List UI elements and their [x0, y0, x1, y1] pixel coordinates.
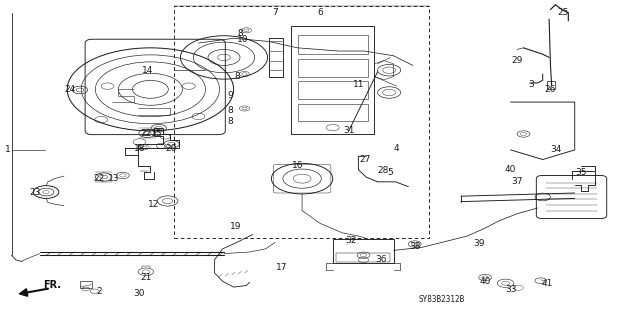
- Text: 30: 30: [134, 289, 145, 298]
- Text: 5: 5: [388, 168, 393, 177]
- Text: 28: 28: [377, 166, 388, 175]
- Text: 27: 27: [359, 155, 371, 164]
- Text: 13: 13: [108, 174, 120, 183]
- Bar: [80, 281, 92, 288]
- Bar: [333, 239, 394, 263]
- Bar: [269, 38, 283, 77]
- Text: 8: 8: [237, 29, 243, 38]
- Text: 6: 6: [317, 8, 323, 17]
- Text: 21: 21: [140, 273, 152, 282]
- Text: 35: 35: [575, 168, 587, 177]
- Text: 8: 8: [228, 106, 233, 115]
- Text: 16: 16: [292, 161, 303, 170]
- Text: 11: 11: [353, 80, 364, 89]
- Text: 15: 15: [151, 130, 163, 138]
- Text: 20: 20: [166, 144, 177, 153]
- Text: 2: 2: [97, 287, 102, 296]
- Text: 34: 34: [550, 145, 561, 154]
- Text: 40: 40: [505, 165, 516, 174]
- Text: 4: 4: [394, 144, 399, 153]
- Text: 12: 12: [148, 200, 159, 209]
- Text: 18: 18: [134, 144, 145, 153]
- Text: 25: 25: [557, 8, 569, 17]
- Text: 37: 37: [511, 177, 523, 186]
- Text: SY83B2312B: SY83B2312B: [419, 295, 465, 304]
- Bar: [298, 81, 368, 99]
- Text: 17: 17: [276, 263, 287, 272]
- Text: 32: 32: [345, 236, 356, 245]
- Text: 22: 22: [93, 174, 105, 183]
- Text: 8: 8: [234, 72, 239, 81]
- Text: 3: 3: [529, 80, 534, 89]
- Text: 8: 8: [228, 117, 233, 126]
- Text: 31: 31: [343, 126, 355, 135]
- Text: 23: 23: [29, 189, 41, 197]
- Text: 10: 10: [237, 35, 249, 44]
- Text: 33: 33: [505, 285, 516, 294]
- Bar: [547, 81, 555, 89]
- Text: 26: 26: [545, 85, 556, 94]
- Text: 24: 24: [65, 85, 76, 94]
- Bar: [298, 35, 368, 54]
- Text: 1: 1: [5, 145, 10, 154]
- Text: FR.: FR.: [44, 280, 61, 290]
- Text: 29: 29: [511, 56, 523, 65]
- Text: 39: 39: [473, 239, 484, 248]
- Text: 36: 36: [375, 255, 387, 263]
- Text: 14: 14: [141, 66, 153, 75]
- Text: 40: 40: [479, 277, 491, 286]
- Bar: [298, 104, 368, 121]
- Text: 22: 22: [140, 130, 152, 138]
- Bar: [336, 253, 390, 262]
- Text: 9: 9: [228, 91, 233, 100]
- Text: 41: 41: [541, 279, 553, 288]
- Text: 7: 7: [273, 8, 278, 17]
- Text: 38: 38: [409, 242, 420, 251]
- Text: 19: 19: [230, 222, 241, 231]
- Bar: [291, 26, 374, 134]
- Bar: [298, 59, 368, 77]
